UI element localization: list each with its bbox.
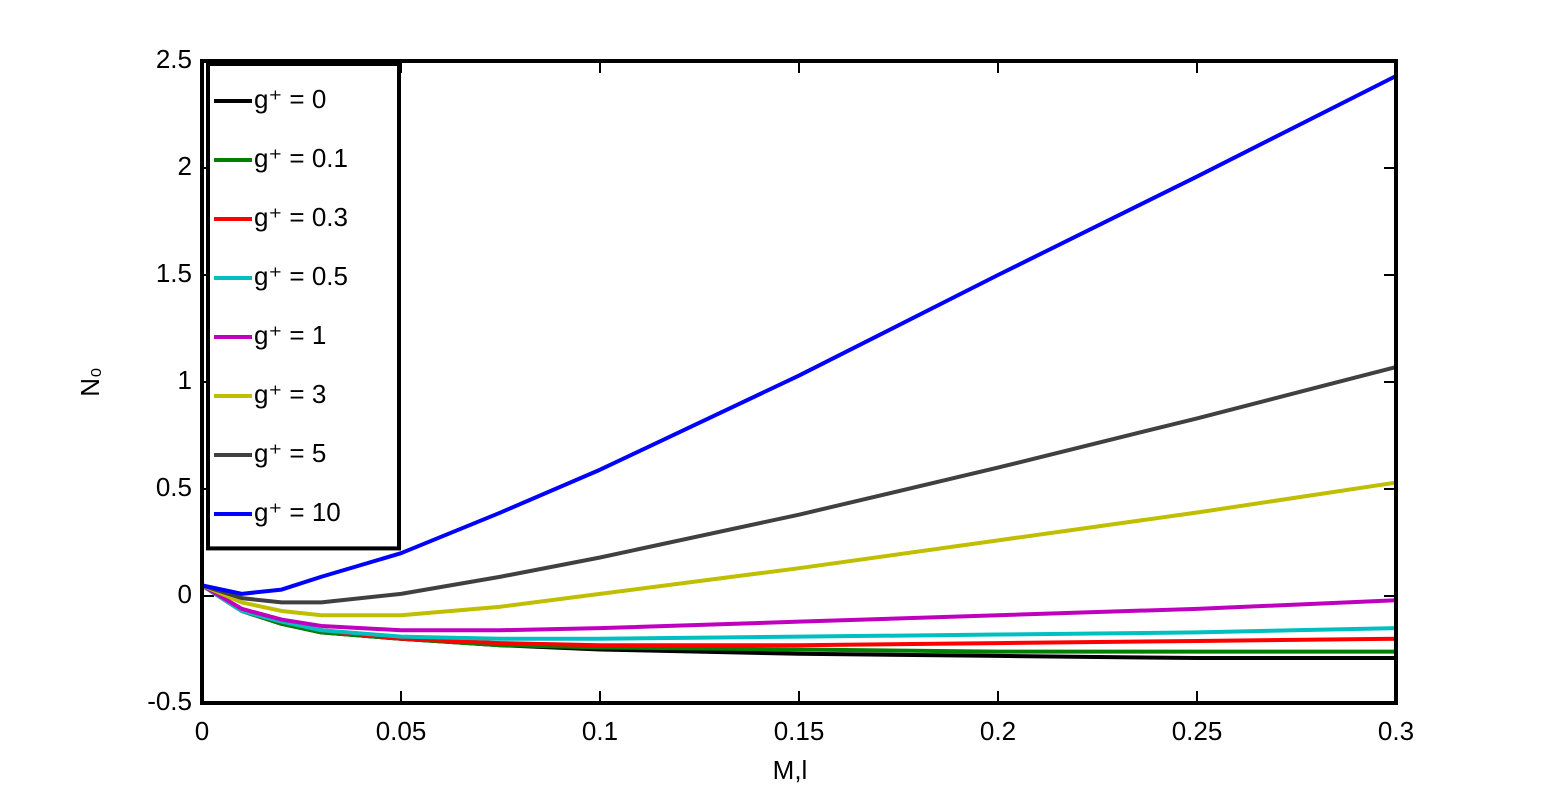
- y-axis-label: N₀: [75, 367, 105, 397]
- y-tick-label: 2: [178, 151, 192, 181]
- plot-frame: [200, 59, 1398, 705]
- x-tick-label: 0.15: [774, 716, 825, 746]
- x-tick-label: 0: [195, 716, 209, 746]
- legend-box: [206, 62, 401, 551]
- y-tick-label: 1: [178, 365, 192, 395]
- x-axis-label: M,l: [773, 755, 808, 785]
- data-line: [201, 365, 1397, 605]
- legend-label: g⁺ = 0.1: [254, 143, 348, 173]
- x-tick-label: 0.05: [376, 716, 427, 746]
- data-line: [201, 74, 1397, 596]
- legend-label: g⁺ = 1: [254, 320, 326, 350]
- legend-label: g⁺ = 10: [254, 497, 341, 527]
- legend-label: g⁺ = 5: [254, 438, 326, 468]
- legend-label: g⁺ = 3: [254, 379, 326, 409]
- legend-label: g⁺ = 0.3: [254, 202, 348, 232]
- y-tick-label: 0: [178, 579, 192, 609]
- y-tick-label: -0.5: [147, 686, 192, 716]
- x-tick-label: 0.1: [582, 716, 618, 746]
- y-tick-label: 2.5: [156, 44, 192, 74]
- data-line: [200, 583, 1397, 641]
- x-tick-label: 0.25: [1172, 716, 1223, 746]
- y-tick-label: 0.5: [156, 472, 192, 502]
- legend-label: g⁺ = 0: [254, 84, 326, 114]
- legend-label: g⁺ = 0.5: [254, 261, 348, 291]
- x-tick-label: 0.3: [1378, 716, 1414, 746]
- x-tick-label: 0.2: [980, 716, 1016, 746]
- data-line: [201, 480, 1397, 618]
- data-line: [200, 583, 1397, 633]
- y-tick-label: 1.5: [156, 258, 192, 288]
